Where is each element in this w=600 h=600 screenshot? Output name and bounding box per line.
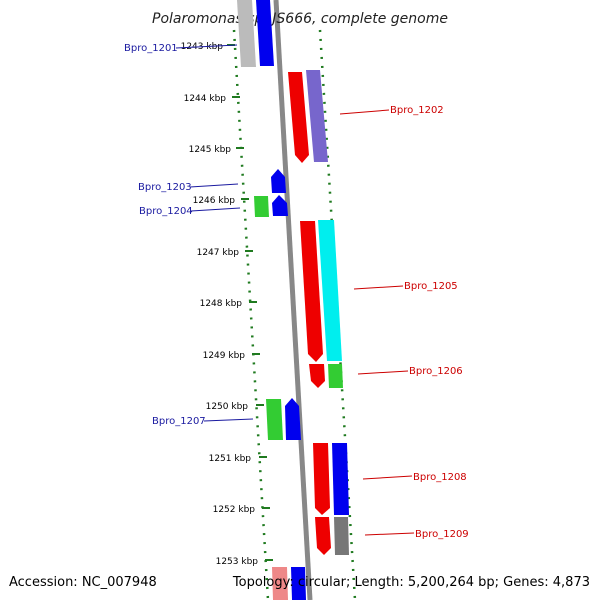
gene-feature-grey[interactable] [334,517,349,555]
accession-text: Accession: NC_007948 [9,575,157,590]
label-leader-line [364,532,415,536]
gene-feature-blue[interactable] [256,0,274,66]
tick-label: 1245 kbp [189,145,232,155]
tick-label: 1244 kbp [184,94,227,104]
label-leader-line [189,183,239,188]
gene-feature-red[interactable] [315,517,331,555]
gene-label[interactable]: Bpro_1209 [415,529,469,540]
gene-feature-blue[interactable] [285,398,301,440]
left-gene-labels: Bpro_1201 Bpro_1203 Bpro_1204 Bpro_1207 [124,43,254,427]
genome-backbone [273,0,313,600]
tick-label: 1247 kbp [197,248,240,258]
label-leader-line [175,44,238,49]
gene-feature-blue[interactable] [272,195,288,216]
tick-label: 1252 kbp [213,505,256,515]
gene-feature-green[interactable] [328,364,343,388]
tick-label: 1253 kbp [216,557,259,567]
tick-label: 1250 kbp [206,402,249,412]
tick-label: 1246 kbp [193,196,236,206]
topology-text: Topology: circular; Length: 5,200,264 bp… [232,575,590,590]
label-leader-line [203,418,254,422]
gene-feature-purple[interactable] [306,70,328,162]
gene-feature-green[interactable] [254,196,269,217]
gene-feature-pink[interactable] [272,567,288,600]
label-leader-line [357,370,409,375]
label-leader-line [190,207,241,212]
gene-feature-red[interactable] [288,72,309,163]
map-title: Polaromonas sp. JS666, complete genome [152,11,448,27]
tick-label: 1249 kbp [203,351,246,361]
tick-label: 1251 kbp [209,454,252,464]
label-leader-line [353,285,404,290]
right-gene-labels: Bpro_1202 Bpro_1205 Bpro_1206 Bpro_1208 … [339,105,469,540]
tick-group: 1243 kbp 1244 kbp 1245 kbp 1246 kbp 1247… [181,42,273,567]
gene-feature-green[interactable] [266,399,283,440]
gene-label[interactable]: Bpro_1202 [390,105,444,116]
gene-feature-blue[interactable] [332,443,349,515]
tick-label: 1248 kbp [200,299,243,309]
gene-label[interactable]: Bpro_1208 [413,472,467,483]
label-leader-line [339,109,390,115]
gene-label[interactable]: Bpro_1205 [404,281,458,292]
feature-blocks [237,0,349,600]
gene-label[interactable]: Bpro_1204 [139,206,193,217]
gene-feature-grey[interactable] [237,0,256,67]
gene-feature-blue[interactable] [271,169,286,193]
gene-label[interactable]: Bpro_1203 [138,182,192,193]
label-leader-line [362,475,413,480]
gene-label[interactable]: Bpro_1207 [152,416,206,427]
gene-feature-red[interactable] [300,221,323,362]
gene-feature-cyan[interactable] [318,220,342,361]
gene-feature-red[interactable] [309,364,325,388]
gene-feature-red[interactable] [313,443,330,515]
gene-feature-blue[interactable] [291,567,306,600]
gene-label[interactable]: Bpro_1201 [124,43,178,54]
gene-label[interactable]: Bpro_1206 [409,366,463,377]
